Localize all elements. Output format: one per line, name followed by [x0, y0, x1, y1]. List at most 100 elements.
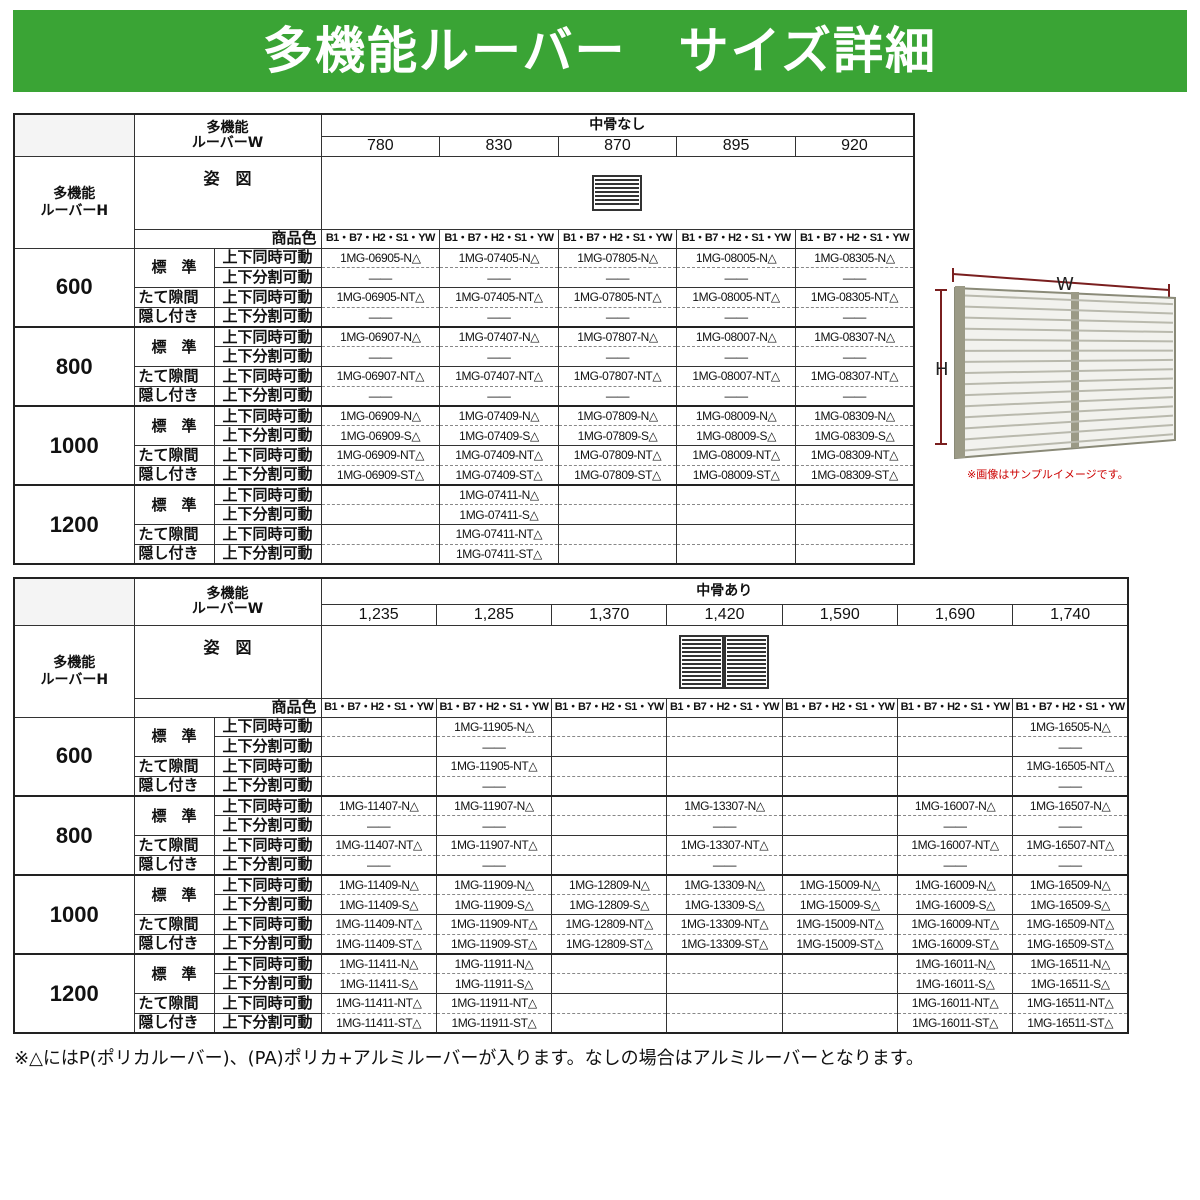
- product-code: 1MG-11909-S△: [435, 894, 553, 915]
- product-code: 1MG-15009-N△: [781, 875, 898, 896]
- product-code: 1MG-07805-NT△: [557, 287, 678, 308]
- height-header-line: 多機能: [53, 185, 96, 202]
- product-code: 1MG-07411-ST△: [439, 544, 559, 565]
- operation: 上下同時可動: [213, 835, 322, 856]
- product-code: 1MG-11409-S△: [320, 894, 437, 915]
- product-code: [320, 485, 441, 506]
- row: 上下分割可動 1MG-11409-S△ 1MG-11909-S△ 1MG-12809-…: [14, 894, 1129, 915]
- product-code: [666, 717, 783, 738]
- type-label: 標 準: [133, 326, 215, 367]
- product-code: [551, 1013, 668, 1034]
- product-code: 1MG-13309-NT△: [666, 914, 783, 935]
- product-code: [794, 504, 915, 525]
- row: 600 標 準上下同時可動 1MG-11905-N△ 1MG-16505-N△: [13, 716, 1129, 797]
- row: 上下分割可動 1MG-07411-S△: [14, 504, 915, 525]
- product-code: 1MG-07405-N△: [439, 248, 559, 269]
- table-wrap: 多機能 ルーバーW 中骨あり 1,235 1,285 1,370 1,420 1,590 1,6…: [13, 577, 1130, 1034]
- product-code: 1MG-16007-N△: [896, 796, 1014, 817]
- size-table: 多機能 ルーバーW 中骨なし 780 830 870 895 920 多機能 ルーバーH 姿 図商品…: [13, 113, 915, 565]
- width-value: 1,420: [666, 603, 783, 626]
- product-code: 1MG-12809-NT△: [551, 914, 668, 935]
- product-code: 1MG-11905-NT△: [435, 756, 553, 777]
- type-label: たて隙間: [133, 993, 215, 1014]
- table-body: 多機能 ルーバーW 中骨あり 1,235 1,285 1,370 1,420 1,590 1,6…: [13, 577, 1129, 1034]
- row: たて隙間 上下同時可動 1MG-06905-NT△ 1MG-07405-NT△ 1MG-…: [14, 287, 915, 308]
- row: 上下分割可動 —— —— —— —— ——: [14, 267, 915, 288]
- product-code: ——: [1012, 736, 1129, 757]
- product-code: ——: [794, 346, 915, 367]
- product-code: 1MG-07409-NT△: [439, 445, 559, 466]
- height-header-line: ルーバーH: [40, 671, 109, 688]
- type-label: 標 準: [133, 953, 215, 994]
- product-code: [551, 756, 668, 777]
- operation: 上下同時可動: [213, 326, 322, 348]
- product-code: 1MG-08305-N△: [794, 248, 915, 269]
- product-code: ——: [896, 855, 1014, 876]
- product-code: 1MG-07809-N△: [557, 406, 678, 427]
- row: 多機能 ルーバーW 中骨あり: [13, 577, 1129, 626]
- louver-icon: [592, 174, 643, 211]
- product-code: [781, 815, 898, 836]
- product-code: ——: [320, 307, 441, 328]
- product-code: 1MG-07407-N△: [439, 327, 559, 348]
- height-value: 800: [13, 795, 135, 876]
- product-code: 1MG-16009-NT△: [896, 914, 1014, 935]
- product-code: [676, 485, 796, 506]
- product-code: 1MG-07809-ST△: [557, 465, 678, 486]
- row: 隠し付き 上下分割可動 1MG-07411-ST△: [14, 543, 915, 565]
- slat: [964, 327, 1174, 334]
- product-code: 1MG-13309-S△: [666, 894, 783, 915]
- product-code: 1MG-16011-N△: [896, 954, 1014, 975]
- type-label: たて隙間: [133, 445, 215, 466]
- type-label: たて隙間: [133, 835, 215, 856]
- row: たて隙間 上下同時可動 1MG-11411-NT△ 1MG-11911-NT△ 1MG-…: [14, 993, 1129, 1014]
- product-code: ——: [320, 267, 441, 288]
- product-code: 1MG-08307-NT△: [794, 366, 915, 387]
- product-code: ——: [557, 386, 678, 407]
- product-code: 1MG-16509-ST△: [1012, 934, 1129, 955]
- product-code: 1MG-07411-NT△: [439, 524, 559, 545]
- product-code: ——: [435, 815, 553, 836]
- product-code: 1MG-06907-N△: [320, 327, 441, 348]
- width-value: 1,235: [320, 603, 437, 626]
- operation: 上下分割可動: [213, 894, 322, 915]
- product-code: 1MG-07411-S△: [439, 504, 559, 525]
- row: 1200 標 準上下同時可動 1MG-11411-N△ 1MG-11911-N△ 1MG…: [13, 953, 1129, 1034]
- product-code: 1MG-16009-S△: [896, 894, 1014, 915]
- product-code: 1MG-16509-NT△: [1012, 914, 1129, 935]
- color-code: B1・B7・H2・S1・YW: [435, 697, 553, 718]
- row: たて隙間 上下同時可動 1MG-11409-NT△ 1MG-11909-NT△ 1MG-…: [14, 914, 1129, 935]
- product-code: 1MG-16511-NT△: [1012, 993, 1129, 1014]
- color-code: B1・B7・H2・S1・YW: [439, 228, 559, 249]
- product-code: ——: [439, 346, 559, 367]
- louver-diagram: W H ※画像はサンプルイメージです。: [935, 268, 1176, 481]
- row: たて隙間 上下同時可動 1MG-07411-NT△: [14, 524, 915, 545]
- width-value: 1,370: [551, 603, 668, 626]
- product-code: 1MG-11911-S△: [435, 973, 553, 994]
- operation: 上下分割可動: [213, 306, 322, 328]
- product-code: [551, 796, 668, 817]
- slat: [964, 316, 1174, 324]
- product-code: [557, 544, 678, 565]
- width-value: 1,690: [896, 603, 1014, 626]
- product-code: [551, 717, 668, 738]
- product-code: [666, 954, 783, 975]
- product-code: 1MG-07805-N△: [557, 248, 678, 269]
- operation: 上下同時可動: [213, 756, 322, 777]
- product-code: 1MG-07409-N△: [439, 406, 559, 427]
- product-code: [794, 524, 915, 545]
- product-code: [551, 736, 668, 757]
- product-code: [551, 954, 668, 975]
- product-code: ——: [676, 386, 796, 407]
- product-code: [666, 973, 783, 994]
- operation: 上下同時可動: [213, 524, 322, 545]
- product-code: 1MG-11409-NT△: [320, 914, 437, 935]
- color-code: B1・B7・H2・S1・YW: [320, 697, 437, 718]
- width-header-line: 多機能: [206, 119, 249, 136]
- product-code: [896, 717, 1014, 738]
- operation: 上下同時可動: [213, 484, 322, 506]
- operation: 上下分割可動: [213, 933, 322, 955]
- width-header: 多機能 ルーバーW: [133, 577, 322, 626]
- product-code: [320, 717, 437, 738]
- type-label: 標 準: [133, 874, 215, 915]
